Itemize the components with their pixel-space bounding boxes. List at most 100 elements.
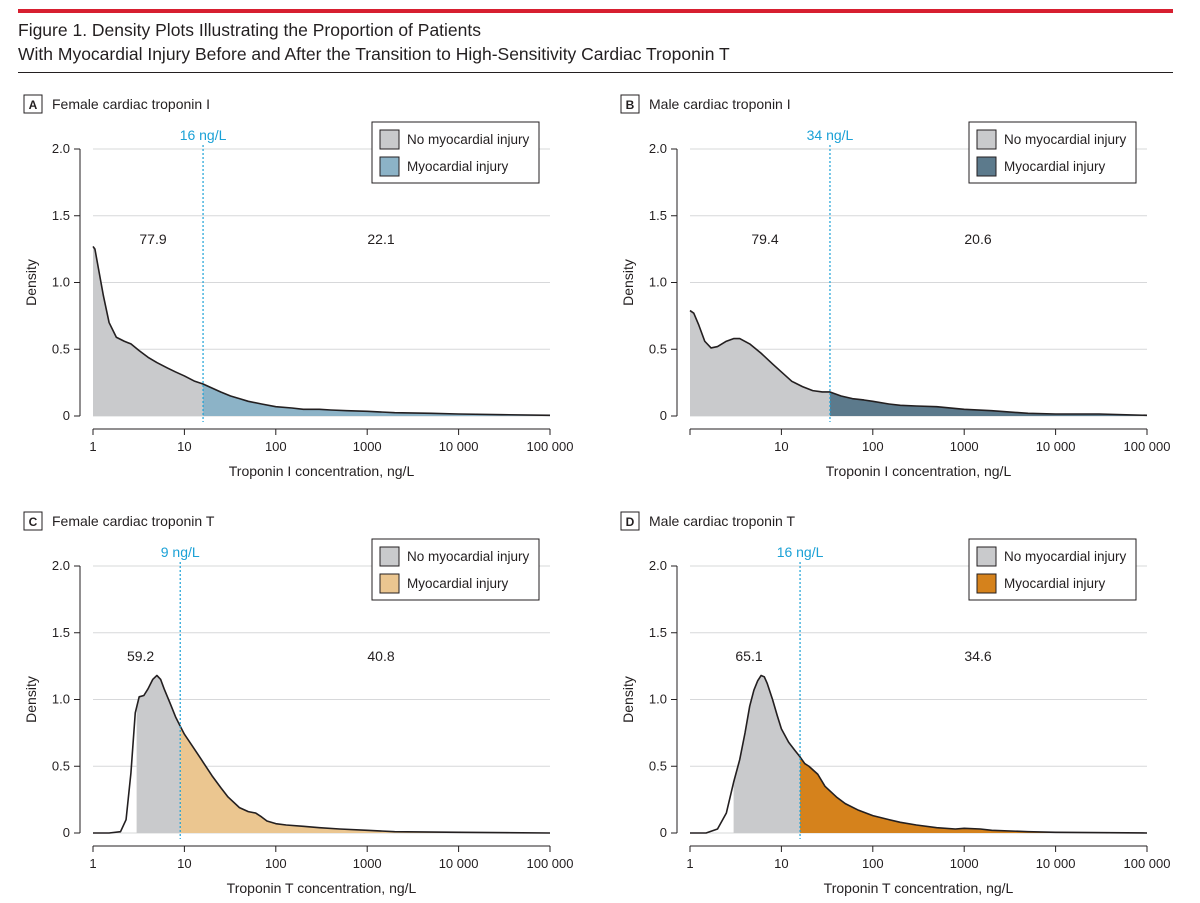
x-tick-label: 10 000 xyxy=(439,856,479,871)
panel-d-chart: D Male cardiac troponin T 0 0.5 1.0 1.5 2.0 Den… xyxy=(620,511,1171,896)
figure-title-line-1: Figure 1. Density Plots Illustrating the… xyxy=(18,20,482,40)
y-tick-label: 0.5 xyxy=(52,758,70,773)
x-tick-label: 10 xyxy=(177,856,191,871)
panel-title: Female cardiac troponin T xyxy=(52,513,215,529)
left-percent: 77.9 xyxy=(139,231,166,247)
x-tick-label: 1000 xyxy=(353,439,382,454)
density-curve xyxy=(93,674,551,834)
figure-title: Figure 1. Density Plots Illustrating the… xyxy=(18,18,1178,66)
legend-label-injury: Myocardial injury xyxy=(1004,576,1106,591)
x-tick-label: 100 xyxy=(265,856,287,871)
panel-b-chart: B Male cardiac troponin I 0 0.5 1.0 1.5 2.0 Den… xyxy=(620,94,1171,479)
x-tick-label: 100 xyxy=(265,439,287,454)
y-axis-label: Density xyxy=(23,676,39,723)
y-tick-label: 1.0 xyxy=(649,275,667,290)
x-tick-label: 100 xyxy=(862,856,884,871)
panel-title: Male cardiac troponin I xyxy=(649,96,791,112)
legend-label-no-injury: No myocardial injury xyxy=(1004,132,1127,147)
right-percent: 22.1 xyxy=(367,231,394,247)
panel-title: Male cardiac troponin T xyxy=(649,513,795,529)
right-percent: 40.8 xyxy=(367,648,394,664)
threshold-label: 16 ng/L xyxy=(777,544,824,560)
x-tick-label: 1 xyxy=(89,439,96,454)
y-tick-label: 2.0 xyxy=(52,558,70,573)
panel-letter-box xyxy=(23,511,43,531)
panel-letter: C xyxy=(29,515,38,529)
legend-label-no-injury: No myocardial injury xyxy=(407,549,530,564)
x-tick-label: 100 xyxy=(862,439,884,454)
y-tick-label: 1.5 xyxy=(649,625,667,640)
legend-box xyxy=(968,538,1137,601)
left-percent: 65.1 xyxy=(735,648,762,664)
y-tick-label: 1.5 xyxy=(649,208,667,223)
legend-box xyxy=(371,538,540,601)
y-tick-label: 0 xyxy=(63,408,70,423)
x-tick-label: 10 xyxy=(177,439,191,454)
panel-letter: B xyxy=(626,98,635,112)
injury-area xyxy=(800,756,1147,833)
x-tick-label: 100 000 xyxy=(527,856,574,871)
y-tick-label: 1.0 xyxy=(52,692,70,707)
legend-swatch-no-injury xyxy=(379,129,400,150)
x-axis-label: Troponin I concentration, ng/L xyxy=(826,463,1012,479)
legend-swatch-injury xyxy=(379,573,400,594)
x-tick-label: 10 000 xyxy=(1036,439,1076,454)
y-tick-label: 0.5 xyxy=(649,758,667,773)
y-tick-label: 2.0 xyxy=(649,558,667,573)
x-tick-label: 1000 xyxy=(950,439,979,454)
no-injury-area xyxy=(733,675,801,833)
y-tick-label: 0.5 xyxy=(52,341,70,356)
legend-box xyxy=(371,121,540,184)
x-axis-label: Troponin T concentration, ng/L xyxy=(824,880,1014,896)
legend-swatch-injury xyxy=(379,156,400,177)
left-percent: 59.2 xyxy=(127,648,154,664)
injury-area xyxy=(829,391,1147,416)
right-percent: 34.6 xyxy=(964,648,991,664)
y-axis-label: Density xyxy=(23,259,39,306)
no-injury-area xyxy=(136,675,181,833)
panel-letter-box xyxy=(620,94,640,114)
x-tick-label: 1 xyxy=(686,856,693,871)
no-injury-area xyxy=(93,246,204,416)
density-curve xyxy=(690,674,1148,834)
panel-letter-box xyxy=(620,511,640,531)
y-tick-label: 0 xyxy=(63,825,70,840)
legend-label-injury: Myocardial injury xyxy=(1004,159,1106,174)
threshold-label: 16 ng/L xyxy=(180,127,227,143)
y-tick-label: 1.5 xyxy=(52,625,70,640)
panel-a-chart: A Female cardiac troponin I 0 0.5 1.0 1.5 2.0 D… xyxy=(23,94,574,479)
density-curve xyxy=(92,245,551,417)
legend-swatch-no-injury xyxy=(976,129,997,150)
threshold-label: 34 ng/L xyxy=(807,127,854,143)
legend-swatch-no-injury xyxy=(976,546,997,567)
panel-letter: D xyxy=(626,515,635,529)
y-tick-label: 1.0 xyxy=(52,275,70,290)
legend-box xyxy=(968,121,1137,184)
left-percent: 79.4 xyxy=(751,231,778,247)
x-tick-label: 1000 xyxy=(950,856,979,871)
panel-letter: A xyxy=(29,98,38,112)
x-tick-label: 1 xyxy=(89,856,96,871)
figure-title-line-2: With Myocardial Injury Before and After … xyxy=(18,44,730,64)
legend-label-no-injury: No myocardial injury xyxy=(1004,549,1127,564)
y-tick-label: 2.0 xyxy=(52,141,70,156)
y-tick-label: 2.0 xyxy=(649,141,667,156)
x-tick-label: 100 000 xyxy=(1124,856,1171,871)
x-axis-label: Troponin T concentration, ng/L xyxy=(227,880,417,896)
brand-top-bar xyxy=(18,9,1173,13)
x-tick-label: 10 000 xyxy=(439,439,479,454)
x-tick-label: 10 000 xyxy=(1036,856,1076,871)
y-tick-label: 0.5 xyxy=(649,341,667,356)
x-tick-label: 1000 xyxy=(353,856,382,871)
y-tick-label: 0 xyxy=(660,825,667,840)
panel-c-chart: C Female cardiac troponin T 0 0.5 1.0 1.5 2.0 D… xyxy=(23,511,574,896)
x-tick-label: 100 000 xyxy=(527,439,574,454)
x-tick-label: 10 xyxy=(774,439,788,454)
legend-swatch-no-injury xyxy=(379,546,400,567)
right-percent: 20.6 xyxy=(964,231,991,247)
legend-label-injury: Myocardial injury xyxy=(407,576,509,591)
threshold-label: 9 ng/L xyxy=(161,544,200,560)
no-injury-area xyxy=(690,310,830,416)
x-tick-label: 100 000 xyxy=(1124,439,1171,454)
legend-label-no-injury: No myocardial injury xyxy=(407,132,530,147)
